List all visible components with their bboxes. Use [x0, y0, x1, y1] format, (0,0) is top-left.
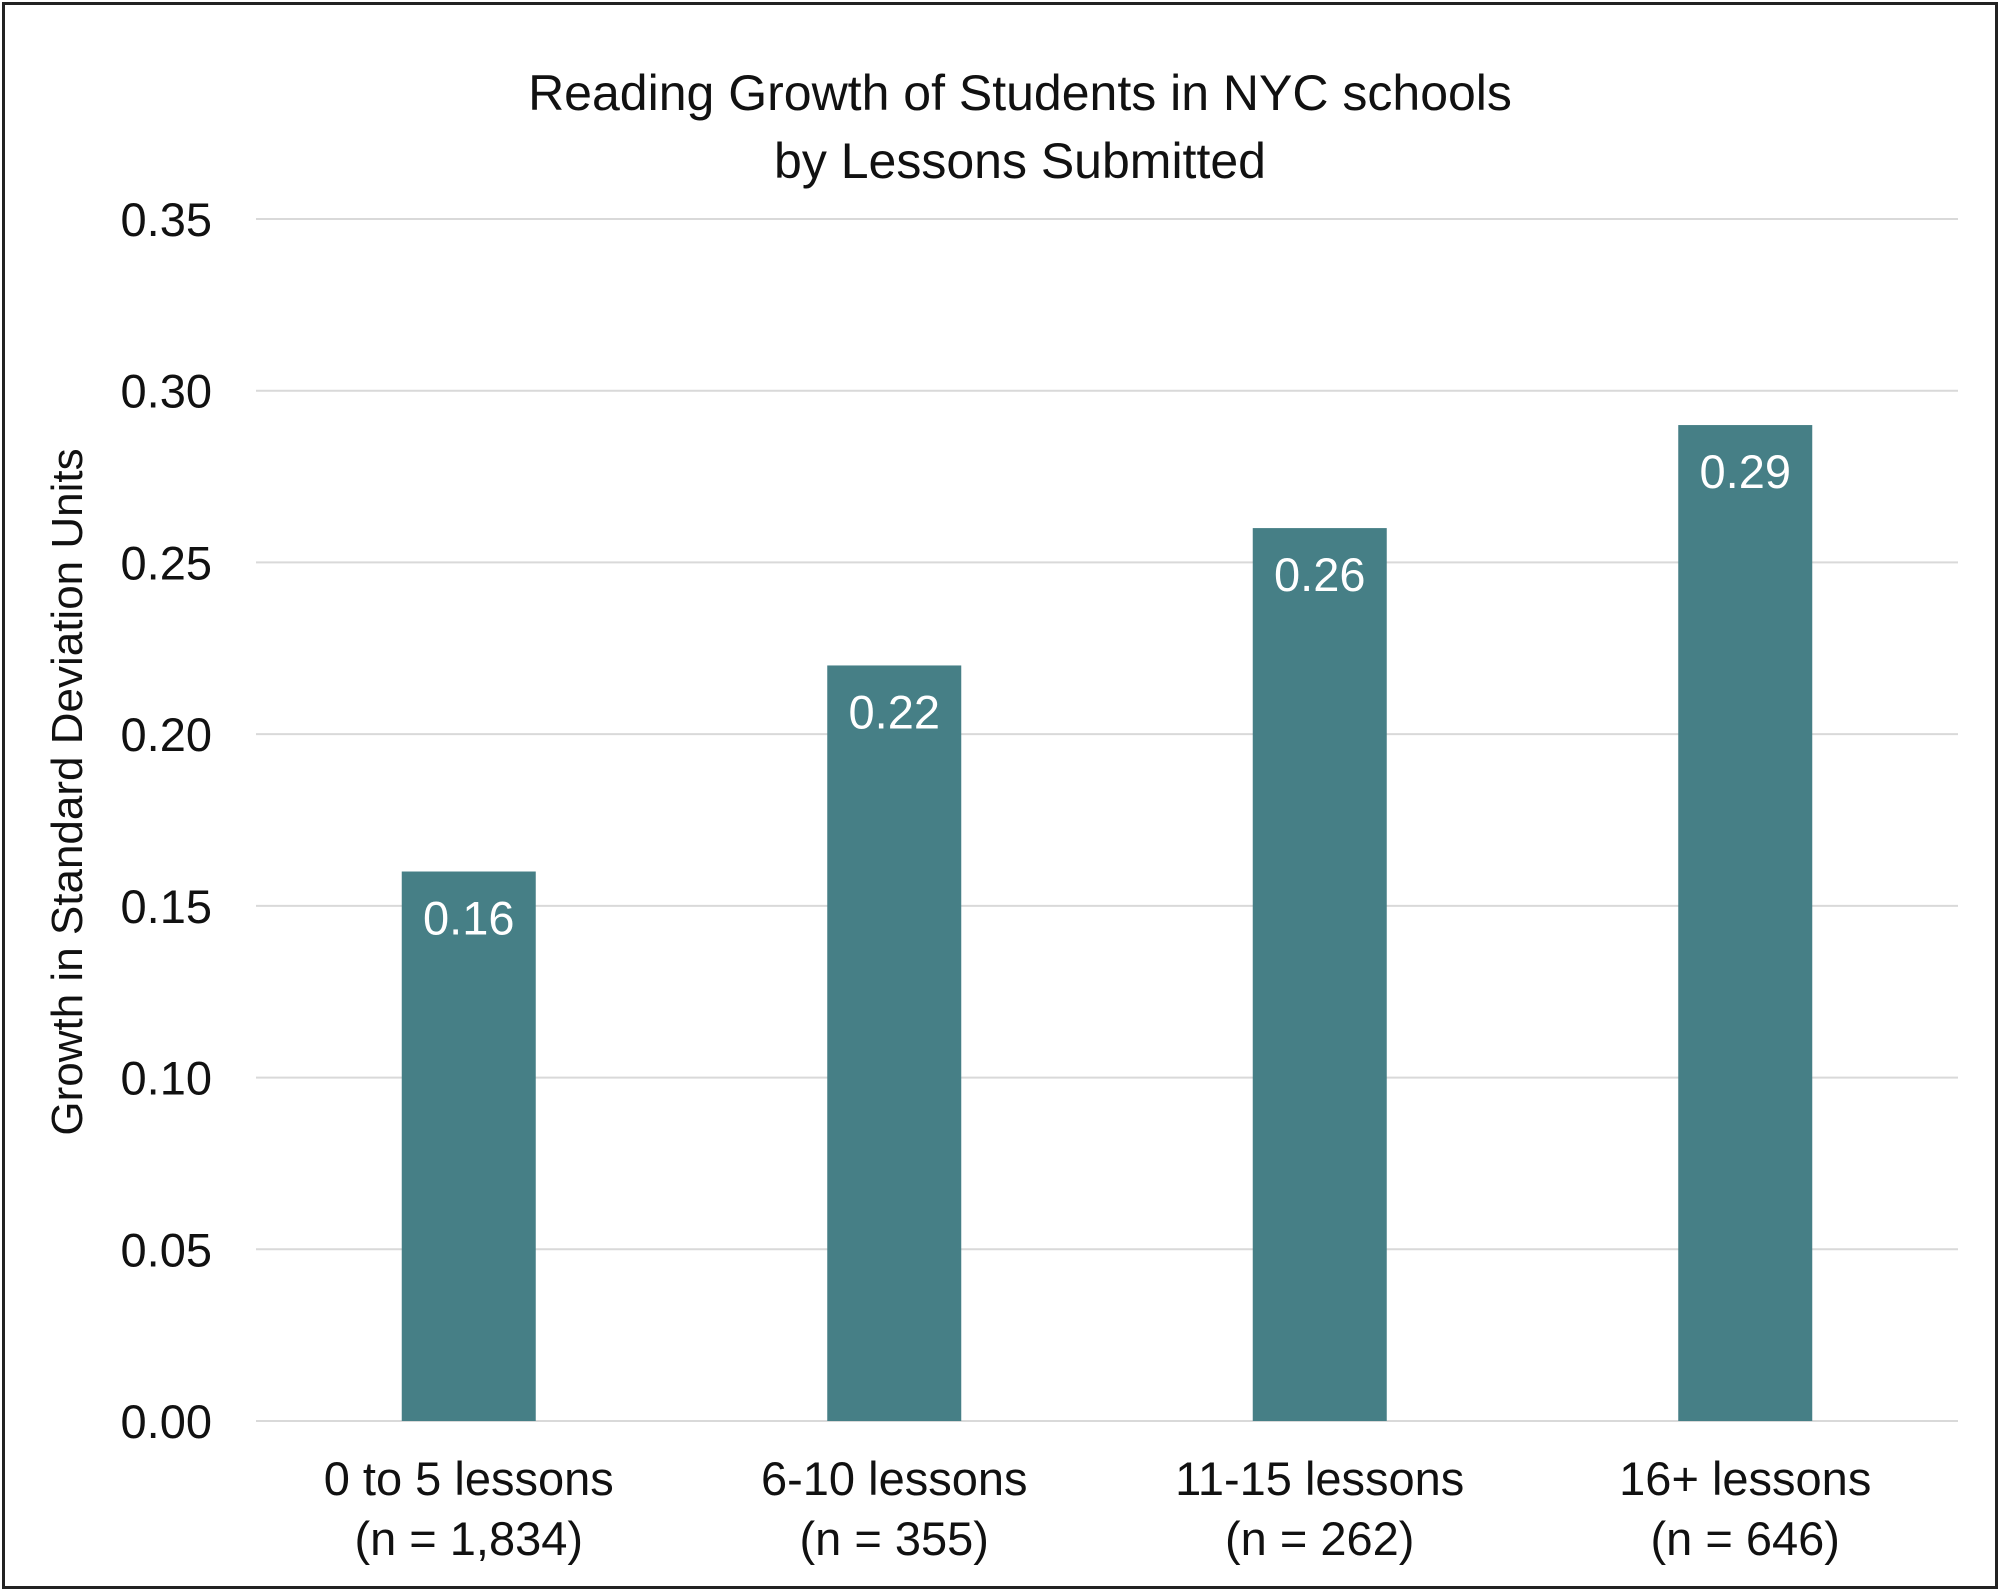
x-category-label: 0 to 5 lessons — [324, 1452, 614, 1505]
data-label: 0.29 — [1700, 445, 1791, 498]
data-label: 0.22 — [849, 685, 940, 738]
x-category-label: 16+ lessons — [1619, 1452, 1871, 1505]
y-tick-label: 0.10 — [121, 1052, 212, 1105]
x-category-label: 6-10 lessons — [761, 1452, 1028, 1505]
bar — [401, 871, 536, 1421]
data-label: 0.16 — [423, 892, 514, 945]
y-tick-label: 0.25 — [121, 536, 212, 589]
bar — [1252, 528, 1387, 1421]
data-labels: 0.16 0.22 0.26 0.29 — [423, 445, 1791, 944]
x-category-note: (n = 262) — [1225, 1512, 1414, 1565]
x-category-note: (n = 355) — [800, 1512, 989, 1565]
chart-subtitle: by Lessons Submitted — [774, 133, 1266, 189]
y-tick-label: 0.30 — [121, 365, 212, 418]
x-category-note: (n = 646) — [1651, 1512, 1840, 1565]
data-label: 0.26 — [1274, 548, 1365, 601]
x-category-label: 11-15 lessons — [1175, 1452, 1464, 1505]
y-tick-label: 0.20 — [121, 708, 212, 761]
x-axis-categories: 0 to 5 lessons (n = 1,834) 6-10 lessons (n … — [324, 1452, 1872, 1565]
chart-title: Reading Growth of Students in NYC school… — [528, 65, 1512, 121]
y-tick-label: 0.00 — [121, 1395, 212, 1448]
y-tick-label: 0.15 — [121, 880, 212, 933]
y-tick-label: 0.05 — [121, 1223, 212, 1276]
y-tick-label: 0.35 — [121, 193, 212, 246]
bar — [827, 665, 962, 1421]
y-axis-label: Growth in Standard Deviation Units — [43, 448, 92, 1135]
y-axis-ticks: 0.00 0.05 0.10 0.15 0.20 0.25 0.30 0.35 — [121, 193, 212, 1448]
bars — [401, 425, 1813, 1421]
gridlines — [256, 218, 1958, 1422]
x-category-note: (n = 1,834) — [354, 1512, 583, 1565]
bar — [1678, 425, 1813, 1421]
